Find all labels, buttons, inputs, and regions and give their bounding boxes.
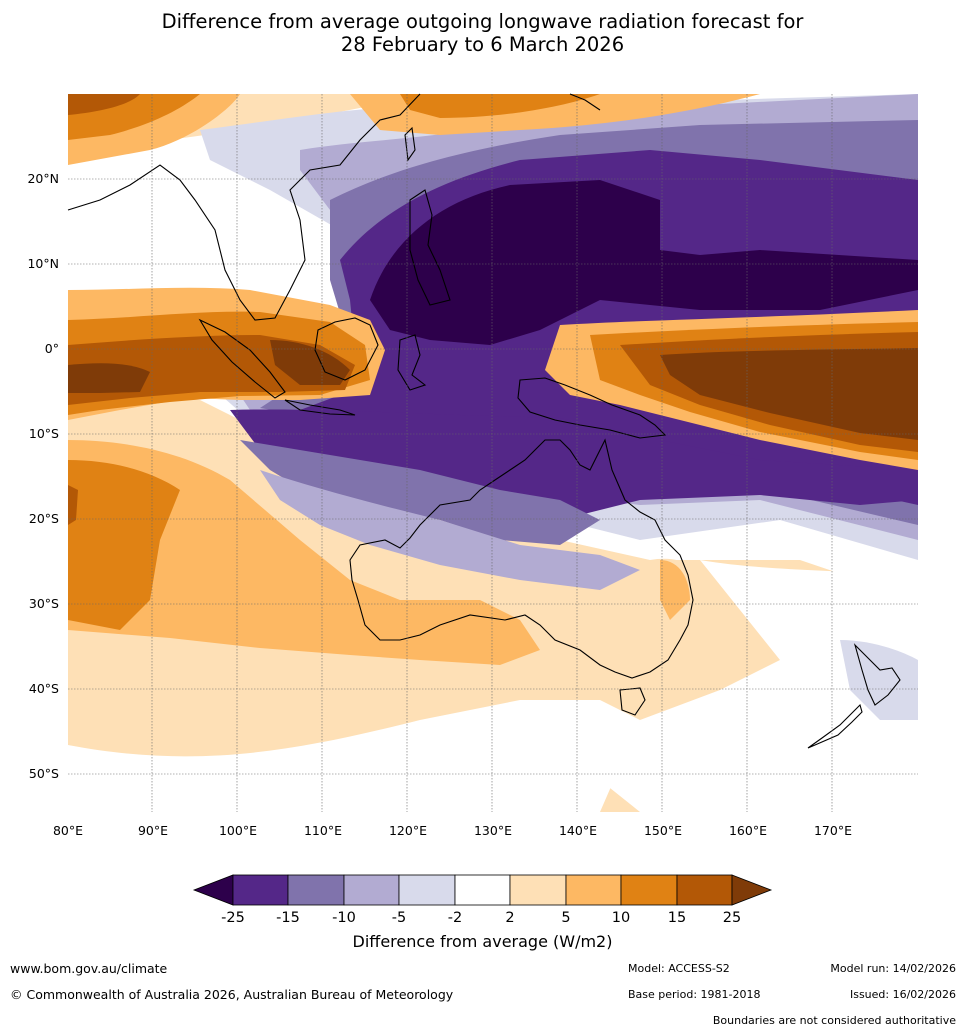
x-tick-80e: 80°E: [53, 823, 83, 838]
tasmania-coastline: [619, 687, 646, 716]
x-tick-110e: 110°E: [304, 823, 342, 838]
colorbar: -25 -15 -10 -5 -2 2 5 10 15 25: [192, 874, 773, 926]
australia-coastline: [349, 438, 694, 679]
japan-coastline: [569, 93, 601, 111]
colorbar-label-9: 25: [723, 910, 741, 926]
footer-website: www.bom.gov.au/climate: [10, 961, 168, 976]
colorbar-high-extend: [731, 874, 773, 906]
colorbar-label-8: 15: [668, 910, 686, 926]
east-aus-orange: [660, 560, 690, 620]
x-tick-120e: 120°E: [389, 823, 427, 838]
north-darkest-core: [370, 180, 918, 345]
x-tick-100e: 100°E: [219, 823, 257, 838]
y-tick-20s: 20°S: [29, 511, 59, 526]
nz-south-coastline: [807, 703, 863, 749]
colorbar-seg-8: [620, 874, 678, 906]
java-coastline: [284, 399, 356, 416]
x-tick-170e: 170°E: [814, 823, 852, 838]
x-tick-labels: 80°E 90°E 100°E 110°E 120°E 130°E 140°E …: [53, 823, 852, 838]
sumatra-coastline: [198, 318, 286, 399]
colorbar-seg-2: [287, 874, 345, 906]
x-tick-140e: 140°E: [559, 823, 597, 838]
sulawesi-coastline: [397, 334, 427, 391]
x-tick-90e: 90°E: [138, 823, 168, 838]
y-tick-30s: 30°S: [29, 596, 59, 611]
x-tick-150e: 150°E: [644, 823, 682, 838]
footer-model-run: Model run: 14/02/2026: [830, 962, 956, 975]
colorbar-seg-1: [232, 874, 289, 906]
tasman-white: [600, 560, 918, 812]
colorbar-label-3: -5: [392, 910, 406, 926]
map-title: Difference from average outgoing longwav…: [0, 10, 965, 56]
colorbar-seg-4: [398, 874, 456, 906]
x-tick-130e: 130°E: [474, 823, 512, 838]
colorbar-seg-3: [343, 874, 400, 906]
footer-issued: Issued: 16/02/2026: [849, 988, 956, 1001]
south-orange: [68, 440, 540, 665]
x-tick-160e: 160°E: [729, 823, 767, 838]
footer-disclaimer: Boundaries are not considered authoritat…: [712, 1014, 956, 1027]
borneo-coastline: [314, 317, 379, 381]
equator-deepbrown-east: [660, 348, 918, 440]
colorbar-label-5: 2: [505, 910, 514, 926]
y-tick-40s: 40°S: [29, 681, 59, 696]
y-tick-labels: 20°N 10°N 0° 10°S 20°S 30°S 40°S 50°S: [27, 171, 59, 781]
colorbar-label-2: -10: [332, 910, 356, 926]
title-line-2: 28 February to 6 March 2026: [340, 33, 625, 56]
colorbar-low-extend: [192, 874, 234, 906]
y-tick-0: 0°: [45, 341, 59, 356]
north-central-darkorange: [400, 94, 600, 118]
new-guinea-coastline: [517, 377, 667, 439]
colorbar-label-1: -15: [276, 910, 300, 926]
footer-copyright: © Commonwealth of Australia 2026, Austra…: [10, 987, 454, 1002]
colorbar-seg-9: [676, 874, 733, 906]
coastlines: [67, 93, 901, 749]
colorbar-title: Difference from average (W/m2): [352, 932, 613, 951]
colorbar-label-0: -25: [221, 910, 245, 926]
graticule: [68, 94, 918, 812]
far-south-white: [68, 700, 640, 812]
south-brown-edge: [68, 485, 78, 525]
aus-purple-d3: [260, 470, 640, 590]
colorbar-label-4: -2: [448, 910, 462, 926]
anomaly-field: [68, 94, 918, 812]
y-tick-10n: 10°N: [27, 256, 59, 271]
colorbar-seg-5: [454, 874, 511, 906]
nz-north-coastline: [853, 643, 901, 706]
colorbar-label-7: 10: [612, 910, 630, 926]
title-line-1: Difference from average outgoing longwav…: [161, 10, 804, 33]
y-tick-50s: 50°S: [29, 766, 59, 781]
y-tick-10s: 10°S: [29, 426, 59, 441]
y-tick-20n: 20°N: [27, 171, 59, 186]
asia-mainland-coastline: [67, 93, 421, 321]
equator-deepbrown-west: [68, 363, 150, 393]
philippines-coastline: [409, 189, 451, 306]
colorbar-seg-7: [565, 874, 622, 906]
colorbar-label-6: 5: [561, 910, 570, 926]
colorbar-seg-6: [509, 874, 567, 906]
footer-model: Model: ACCESS-S2: [628, 962, 730, 975]
footer-base-period: Base period: 1981-2018: [628, 988, 761, 1001]
nw-brown: [68, 94, 140, 115]
